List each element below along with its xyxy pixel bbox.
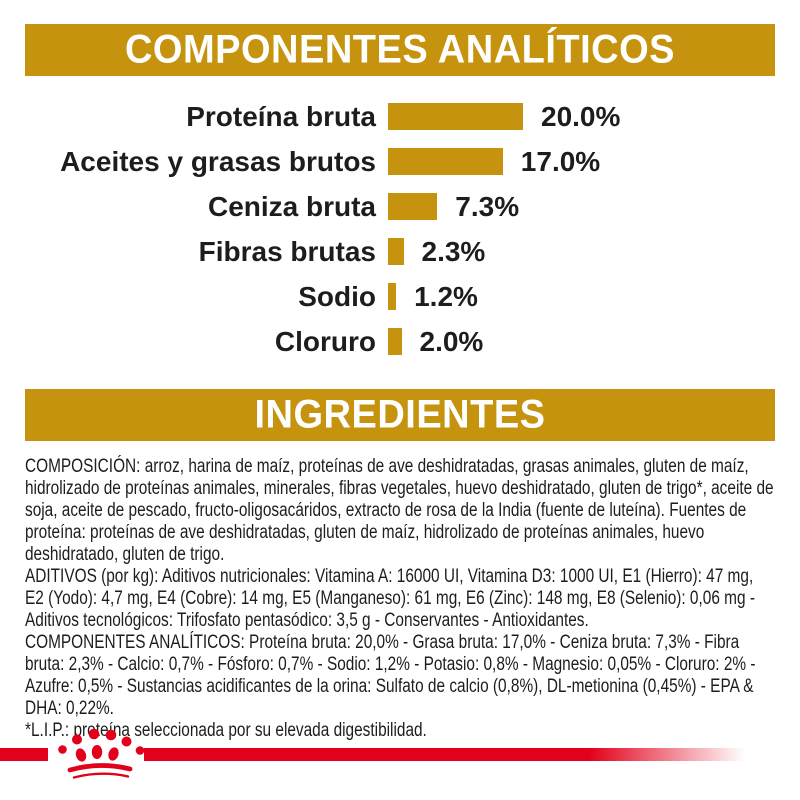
footer-divider-right — [144, 748, 745, 761]
analytical-components-chart: Proteína bruta 20.0% Aceites y grasas br… — [0, 94, 800, 364]
chart-row: Aceites y grasas brutos 17.0% — [0, 139, 800, 184]
composition-paragraph: COMPOSICIÓN: arroz, harina de maíz, prot… — [25, 456, 774, 565]
chart-category-label: Cloruro — [274, 325, 376, 357]
chart-bar — [388, 328, 402, 355]
analytical-components-title: COMPONENTES ANALÍTICOS — [124, 27, 676, 72]
ingredients-title: INGREDIENTES — [254, 392, 546, 437]
chart-row: Cloruro 2.0% — [0, 319, 800, 364]
chart-row: Fibras brutas 2.3% — [0, 229, 800, 274]
chart-value-label: 20.0% — [541, 100, 621, 132]
footer-divider-left — [0, 748, 48, 761]
analytical-constituents-paragraph: COMPONENTES ANALÍTICOS: Proteína bruta: … — [25, 632, 756, 719]
chart-value-label: 1.2% — [414, 280, 478, 312]
chart-category-label: Aceites y grasas brutos — [60, 145, 376, 177]
chart-bar — [388, 148, 503, 175]
analytical-components-header: COMPONENTES ANALÍTICOS — [25, 24, 775, 76]
chart-value-label: 2.0% — [419, 325, 484, 357]
chart-bar — [388, 283, 397, 310]
ingredients-header: INGREDIENTES — [25, 389, 775, 441]
chart-bar — [388, 238, 404, 265]
ingredients-text-block: COMPOSICIÓN: arroz, harina de maíz, prot… — [25, 456, 774, 742]
chart-value-label: 7.3% — [455, 190, 520, 222]
chart-category-label: Ceniza bruta — [207, 190, 376, 222]
crown-dots — [58, 728, 145, 762]
chart-category-label: Proteína bruta — [186, 100, 376, 132]
chart-bar — [388, 103, 523, 130]
chart-row: Ceniza bruta 7.3% — [0, 184, 800, 229]
chart-category-label: Fibras brutas — [198, 235, 376, 267]
chart-value-label: 2.3% — [421, 235, 486, 267]
chart-value-label: 17.0% — [520, 145, 601, 177]
lip-footnote: *L.I.P.: proteína seleccionada por su el… — [25, 720, 427, 741]
chart-category-label: Sodio — [298, 280, 376, 312]
chart-row: Proteína bruta 20.0% — [0, 94, 800, 139]
royal-canin-crown-logo — [58, 728, 145, 779]
chart-row: Sodio 1.2% — [0, 274, 800, 319]
chart-bar — [388, 193, 438, 220]
crown-base-arcs — [67, 763, 133, 779]
additives-paragraph: ADITIVOS (por kg): Aditivos nutricionale… — [25, 566, 755, 631]
